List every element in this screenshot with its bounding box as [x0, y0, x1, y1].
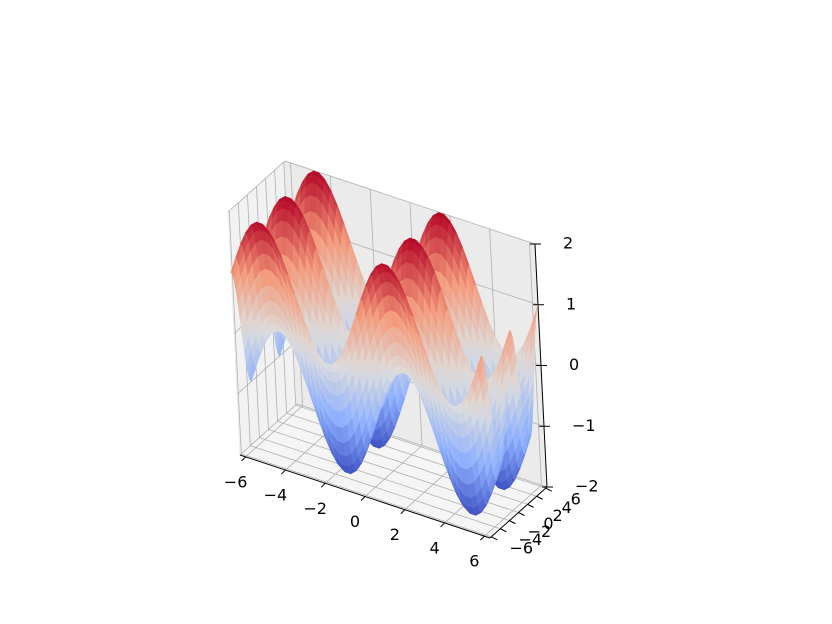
x-tick-label: 4 [430, 538, 440, 557]
surface-patch [405, 277, 413, 299]
surface-patch [434, 236, 442, 256]
tick-marks [241, 243, 553, 541]
surface-patch [475, 355, 483, 374]
surface-patch [434, 252, 442, 273]
y-tick-label: 6 [571, 490, 581, 509]
x-tick [241, 456, 246, 462]
y-tick [536, 495, 543, 500]
x-tick [320, 482, 326, 488]
x-tick [400, 509, 406, 515]
x-tick [281, 469, 286, 475]
surface-patch [281, 220, 289, 239]
z-tick-label: −2 [575, 477, 599, 496]
y-tick-label: 4 [562, 498, 572, 517]
y-tick [491, 536, 498, 541]
surface-patch [281, 208, 289, 224]
z-tick-label: 1 [566, 294, 576, 313]
x-tick-label: 0 [350, 512, 360, 531]
surface-patch [280, 236, 288, 257]
surface-patch [435, 224, 443, 240]
surface-patch [309, 195, 317, 214]
y-tick-label: 0 [543, 514, 553, 533]
y-tick-label: −2 [528, 522, 552, 541]
x-tick-label: 6 [469, 552, 479, 571]
y-tick-label: −6 [510, 538, 534, 557]
surface-patch [310, 182, 318, 198]
surface-patch [406, 262, 414, 281]
z-tick-label: −1 [572, 416, 596, 435]
x-tick [480, 535, 485, 541]
z-tick-label: 0 [569, 355, 579, 374]
x-tick-label: −6 [224, 472, 248, 491]
y-tick [518, 512, 525, 516]
surface-patch [309, 210, 317, 232]
y-tick-label: 2 [553, 506, 563, 525]
y-tick [509, 520, 516, 525]
y-tick [527, 503, 534, 508]
y-tick [545, 487, 552, 492]
x-tick [360, 496, 366, 501]
surface-plot [230, 170, 539, 516]
x-tick [440, 522, 445, 528]
x-tick-label: −4 [264, 486, 288, 505]
y-tick [500, 528, 507, 533]
grid-line-z [227, 160, 536, 245]
surface-patch [406, 249, 414, 265]
x-tick-label: −2 [303, 499, 327, 518]
y-tick-label: −4 [519, 530, 543, 549]
x-tick-label: 2 [390, 525, 400, 544]
z-tick-label: 2 [563, 234, 573, 253]
